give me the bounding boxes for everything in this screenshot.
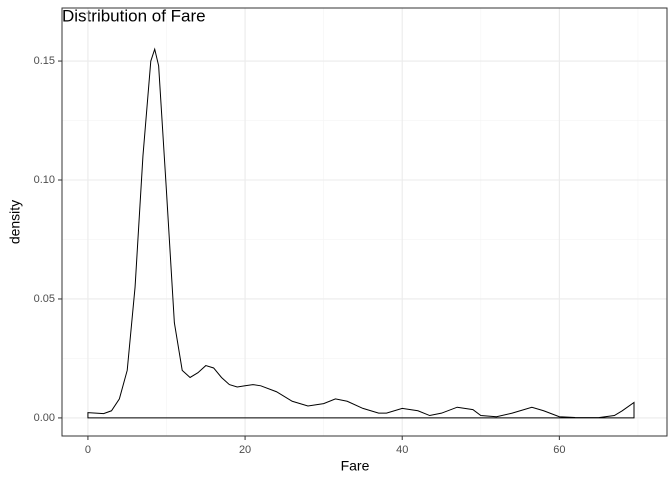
x-axis-title: Fare (341, 458, 370, 474)
y-tick-label: 0.10 (34, 174, 55, 186)
x-tick-label: 0 (85, 444, 91, 456)
x-tick-label: 60 (553, 444, 565, 456)
y-tick-label: 0.15 (34, 55, 55, 67)
x-tick-label: 40 (396, 444, 408, 456)
y-tick-label: 0.00 (34, 412, 55, 424)
y-tick-label: 0.05 (34, 293, 55, 305)
density-curve (87, 47, 635, 419)
y-axis-title: density (7, 200, 23, 244)
chart-title: Distribution of Fare (62, 6, 206, 25)
x-tick-label: 20 (239, 444, 251, 456)
panel-border (61, 7, 668, 437)
